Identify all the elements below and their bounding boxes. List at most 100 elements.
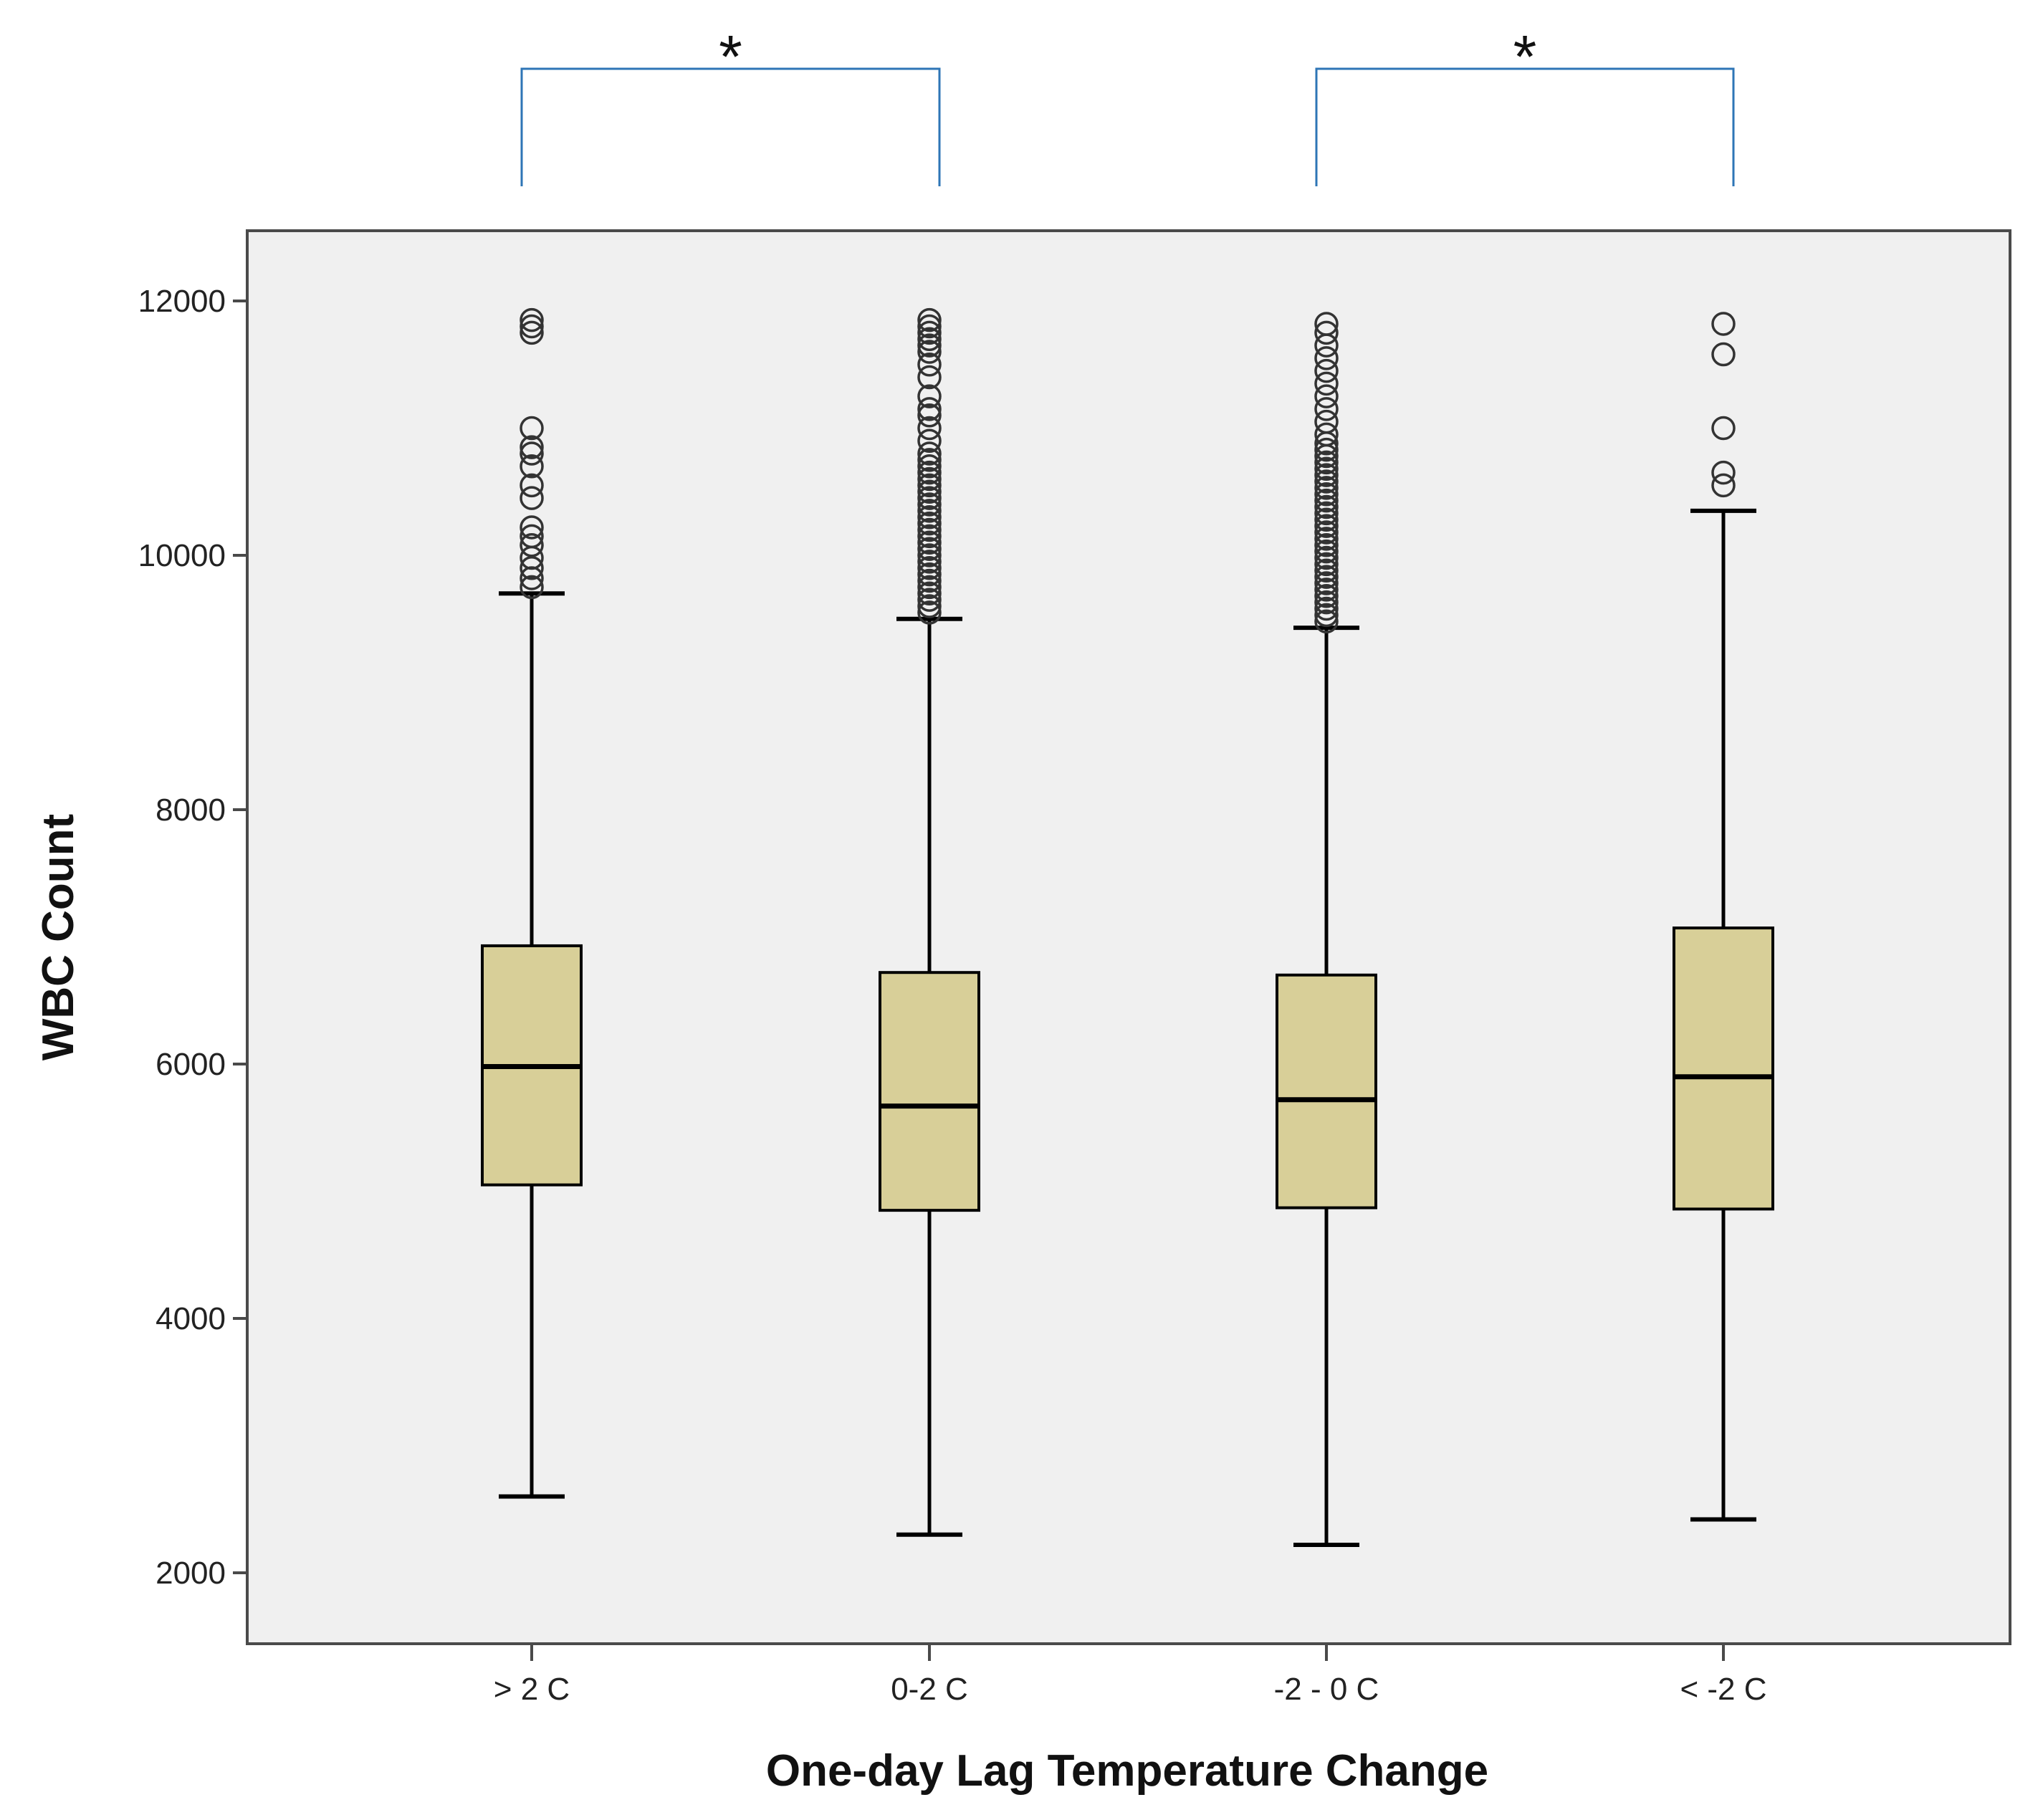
outlier-point (1711, 460, 1736, 485)
outlier-point (917, 517, 942, 542)
box-group (481, 307, 583, 1499)
outlier-point (1314, 578, 1339, 602)
outlier-point (917, 473, 942, 498)
outlier-point (1314, 527, 1339, 551)
significance-label: * (1513, 23, 1537, 90)
outlier-point (1314, 558, 1339, 583)
outlier-point (1711, 416, 1736, 441)
outlier-point (917, 594, 942, 618)
outlier-point (1314, 571, 1339, 595)
outlier-point (1314, 422, 1339, 447)
outlier-point (1314, 488, 1339, 513)
outlier-point (917, 568, 942, 593)
outlier-point (1314, 494, 1339, 519)
outlier-point (917, 486, 942, 510)
outlier-point (917, 416, 942, 441)
x-tick-label: < -2 C (1680, 1672, 1766, 1707)
box-group (879, 307, 980, 1537)
y-axis-title: WBC Count (34, 814, 83, 1060)
x-axis-title: One-day Lag Temperature Change (766, 1746, 1488, 1796)
outlier-point (1711, 473, 1736, 498)
y-tick-label: 10000 (138, 538, 226, 573)
outlier-point (917, 353, 942, 377)
outlier-point (1314, 507, 1339, 532)
y-axis: 2000 4000 6000 8000 10000 12000 (138, 284, 247, 1591)
outlier-point (1314, 384, 1339, 408)
outlier-point (917, 588, 942, 612)
outlier-point (1314, 469, 1339, 494)
iqr-box (1276, 973, 1377, 1210)
iqr-box (1673, 926, 1774, 1211)
outlier-point (520, 575, 544, 600)
significance-brackets: * * (520, 23, 1735, 186)
outlier-point (917, 454, 942, 479)
outlier-point (520, 524, 544, 549)
outlier-point (917, 320, 942, 345)
significance-bracket (520, 67, 941, 186)
outlier-point (1314, 539, 1339, 564)
outlier-point (917, 524, 942, 549)
outlier-point (1314, 482, 1339, 507)
outlier-point (1314, 596, 1339, 621)
outlier-point (1314, 603, 1339, 628)
outlier-point (917, 441, 942, 466)
x-tick-label: -2 - 0 C (1274, 1672, 1379, 1707)
outlier-point (917, 428, 942, 453)
outlier-point (520, 441, 544, 466)
outlier-point (917, 562, 942, 587)
outlier-point (1314, 476, 1339, 500)
outlier-point (1711, 312, 1736, 336)
outlier-point (917, 460, 942, 485)
boxes (481, 307, 1774, 1547)
y-tick-label: 2000 (156, 1556, 226, 1591)
outlier-point (917, 403, 942, 428)
x-axis: > 2 C 0-2 C -2 - 0 C < -2 C (494, 1644, 1767, 1707)
outlier-point (917, 365, 942, 390)
outlier-point (520, 320, 544, 345)
iqr-box (879, 971, 980, 1212)
outlier-point (1711, 342, 1736, 367)
outlier-point (1314, 456, 1339, 482)
box-group (1673, 312, 1774, 1522)
box-group (1276, 312, 1377, 1547)
outlier-point (520, 515, 544, 540)
outlier-point (917, 340, 942, 364)
x-tick-label: > 2 C (494, 1672, 570, 1707)
outlier-point (1314, 501, 1339, 526)
outlier-point (1314, 565, 1339, 589)
outlier-point (917, 384, 942, 408)
outlier-point (520, 435, 544, 459)
outlier-point (1314, 533, 1339, 557)
outlier-point (1314, 450, 1339, 475)
outlier-point (917, 479, 942, 504)
outlier-point (520, 486, 544, 510)
outlier-point (917, 499, 942, 523)
y-tick-label: 12000 (138, 284, 226, 319)
outlier-point (917, 511, 942, 536)
y-tick-label: 6000 (156, 1047, 226, 1082)
outlier-point (1314, 609, 1339, 634)
x-tick-label: 0-2 C (891, 1672, 968, 1707)
outlier-point (1314, 371, 1339, 396)
outlier-point (520, 307, 544, 332)
outlier-point (1314, 312, 1339, 336)
outlier-point (1314, 437, 1339, 462)
outlier-point (917, 314, 942, 339)
outlier-point (520, 533, 544, 557)
outlier-point (917, 333, 942, 358)
outlier-point (1314, 590, 1339, 615)
outlier-point (1314, 463, 1339, 487)
significance-bracket (1315, 67, 1735, 186)
outlier-point (917, 492, 942, 517)
outlier-point (1314, 545, 1339, 570)
outlier-point (1314, 409, 1339, 434)
outlier-point (917, 307, 942, 332)
outlier-point (1314, 520, 1339, 545)
outlier-point (917, 575, 942, 600)
outlier-point (917, 556, 942, 580)
outlier-point (917, 581, 942, 605)
outlier-point (1314, 397, 1339, 421)
outlier-point (917, 537, 942, 561)
outlier-point (917, 505, 942, 530)
